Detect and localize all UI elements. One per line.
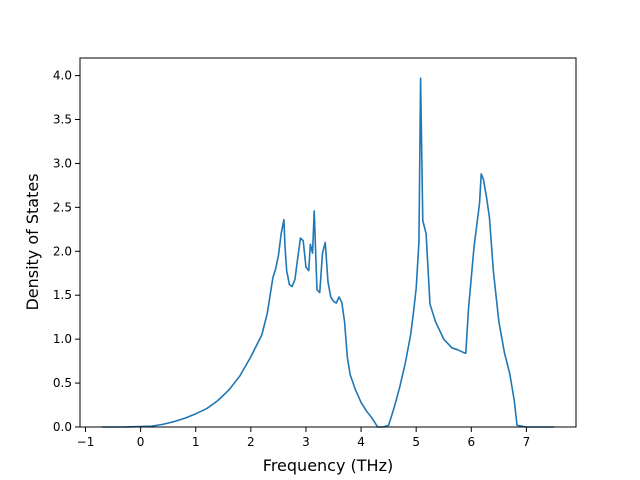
y-tick-label: 3.0 — [53, 156, 72, 170]
y-axis-title: Density of States — [23, 173, 42, 310]
y-tick-label: 3.5 — [53, 113, 72, 127]
x-axis-title: Frequency (THz) — [263, 456, 393, 475]
x-tick-label: 1 — [192, 435, 200, 449]
x-tick-label: −1 — [77, 435, 95, 449]
x-tick-label: 3 — [302, 435, 310, 449]
axes-frame — [79, 57, 577, 428]
x-tick-label: 5 — [412, 435, 420, 449]
x-tick-label: 2 — [247, 435, 255, 449]
y-tick-label: 0.5 — [53, 376, 72, 390]
y-tick-label: 1.5 — [53, 288, 72, 302]
y-tick-label: 2.5 — [53, 200, 72, 214]
y-tick-label: 1.0 — [53, 332, 72, 346]
y-tick-label: 4.0 — [53, 69, 72, 83]
y-axis-ticks: 0.0 0.5 1.0 1.5 2.0 2.5 3.0 3.5 4.0 — [53, 69, 80, 434]
x-tick-label: 4 — [357, 435, 365, 449]
dos-series-line — [102, 77, 554, 428]
x-tick-label: 0 — [137, 435, 145, 449]
x-tick-label: 7 — [523, 435, 531, 449]
x-axis-ticks: −1 0 1 2 3 4 5 6 7 — [77, 427, 531, 449]
y-tick-label: 2.0 — [53, 244, 72, 258]
y-tick-label: 0.0 — [53, 420, 72, 434]
x-tick-label: 6 — [467, 435, 475, 449]
